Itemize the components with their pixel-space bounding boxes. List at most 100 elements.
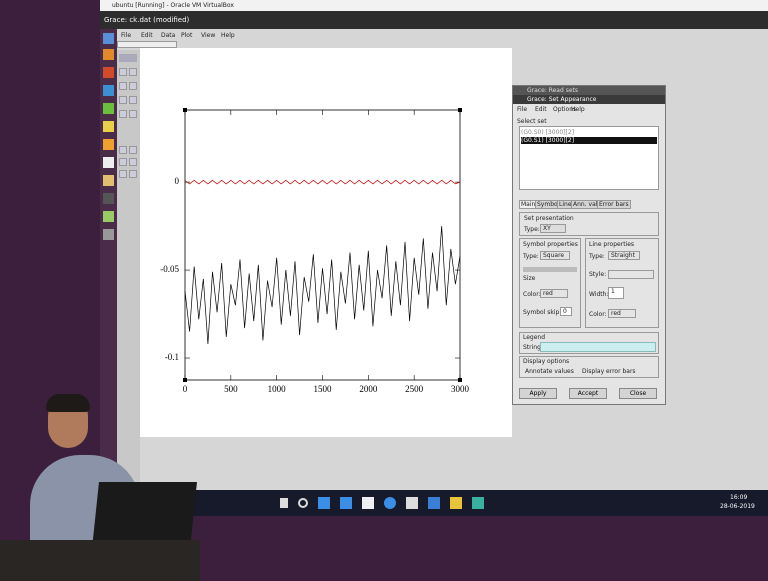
- menu-item[interactable]: View: [201, 32, 215, 39]
- group-label: Line properties: [589, 241, 634, 248]
- taskbar-icon[interactable]: [318, 497, 330, 509]
- toolbar: [117, 50, 140, 490]
- button-row: Apply Accept Close: [519, 388, 659, 400]
- launcher-icon[interactable]: [103, 49, 114, 60]
- field-label: Width:: [589, 291, 608, 298]
- button[interactable]: Apply: [519, 388, 557, 399]
- dialog-back-titlebar: Grace: Read sets: [513, 86, 665, 95]
- y-tick-label: -0.05: [160, 264, 179, 274]
- launcher-icon[interactable]: [103, 211, 114, 222]
- x-tick-label: 500: [224, 384, 238, 394]
- button[interactable]: Accept: [569, 388, 607, 399]
- tool-button[interactable]: [129, 82, 137, 90]
- checkbox[interactable]: Display error bars: [582, 368, 636, 375]
- skip-field[interactable]: 0: [560, 307, 572, 316]
- launcher-icon[interactable]: [103, 229, 114, 240]
- clock-time: 16:09: [730, 494, 747, 501]
- tool-button[interactable]: [119, 170, 127, 178]
- menu-item[interactable]: File: [517, 106, 527, 113]
- taskbar-icon[interactable]: [450, 497, 462, 509]
- legend-field[interactable]: [540, 342, 656, 352]
- width-field[interactable]: 1: [608, 287, 624, 299]
- display-group: Display options Annotate values Display …: [519, 356, 659, 378]
- taskbar-icon[interactable]: [340, 497, 352, 509]
- taskbar-icon[interactable]: [384, 497, 396, 509]
- launcher-icon[interactable]: [103, 85, 114, 96]
- menu-item[interactable]: File: [121, 32, 131, 39]
- line-color[interactable]: red: [608, 309, 636, 318]
- tool-button[interactable]: [119, 110, 127, 118]
- set-presentation-group: Set presentation Type: XY: [519, 212, 659, 236]
- person-hair: [46, 394, 90, 412]
- legend-group: Legend String:: [519, 332, 659, 354]
- size-slider[interactable]: [523, 267, 577, 272]
- plot-frame: [185, 110, 460, 380]
- tool-button[interactable]: [129, 158, 137, 166]
- menu-item[interactable]: Data: [161, 32, 175, 39]
- tool-button[interactable]: [129, 68, 137, 76]
- tool-button[interactable]: [129, 110, 137, 118]
- menu-item[interactable]: Help: [571, 106, 585, 113]
- checkbox[interactable]: Annotate values: [525, 368, 574, 375]
- tool-button[interactable]: [119, 82, 127, 90]
- group-label: Symbol properties: [523, 241, 578, 248]
- set-list[interactable]: (G0.S0) [3000][2](G0.S1) [3000][2]: [519, 126, 659, 190]
- tool-button[interactable]: [129, 146, 137, 154]
- type-select[interactable]: XY: [540, 224, 566, 233]
- x-tick-label: 0: [183, 384, 188, 394]
- launcher-icon[interactable]: [103, 121, 114, 132]
- clock-date: 28-06-2019: [720, 503, 755, 510]
- launcher-icon[interactable]: [103, 175, 114, 186]
- x-tick-label: 1500: [314, 384, 333, 394]
- launcher-icon[interactable]: [103, 139, 114, 150]
- tool-button[interactable]: [119, 158, 127, 166]
- symbol-type[interactable]: Square: [540, 251, 570, 260]
- set-item[interactable]: (G0.S1) [3000][2]: [521, 137, 657, 144]
- screen: ubuntu [Running] - Oracle VM VirtualBox …: [0, 0, 768, 581]
- menu-item[interactable]: Help: [221, 32, 235, 39]
- launcher-icon[interactable]: [103, 157, 114, 168]
- taskbar-icon[interactable]: [280, 498, 288, 508]
- plot-canvas: 0500100015002000250030000-0.05-0.1: [140, 48, 512, 437]
- app-title: Grace: ck.dat (modified): [104, 16, 189, 24]
- dialog-title: Grace: Set Appearance: [527, 96, 597, 103]
- tool-button[interactable]: [119, 54, 137, 62]
- line-type[interactable]: Straight: [608, 251, 640, 260]
- button[interactable]: Close: [619, 388, 657, 399]
- dialog-titlebar: Grace: Set Appearance: [513, 95, 665, 104]
- tool-button[interactable]: [119, 146, 127, 154]
- field-label: Type:: [524, 226, 540, 233]
- x-tick-label: 1000: [268, 384, 287, 394]
- line-group: Line properties Type: Straight Style: Wi…: [585, 238, 659, 328]
- taskbar-icon[interactable]: [428, 497, 440, 509]
- menu-item[interactable]: Plot: [181, 32, 192, 39]
- tool-button[interactable]: [129, 170, 137, 178]
- field-label: Type:: [523, 253, 539, 260]
- vbox-titlebar: ubuntu [Running] - Oracle VM VirtualBox: [100, 0, 768, 11]
- tool-button[interactable]: [119, 68, 127, 76]
- taskbar-icon[interactable]: [298, 498, 308, 508]
- menu-item[interactable]: Edit: [535, 106, 547, 113]
- select-set-label: Select set: [517, 118, 547, 125]
- launcher-icon[interactable]: [103, 193, 114, 204]
- menu-item[interactable]: Edit: [141, 32, 153, 39]
- symbol-group: Symbol properties Type: Square Size Colo…: [519, 238, 581, 328]
- taskbar-icon[interactable]: [406, 497, 418, 509]
- taskbar-icon[interactable]: [472, 497, 484, 509]
- taskbar-icon[interactable]: [362, 497, 374, 509]
- tab[interactable]: Error bars: [597, 200, 631, 209]
- y-tick-label: 0: [175, 176, 180, 186]
- launcher-icon[interactable]: [103, 67, 114, 78]
- symbol-color[interactable]: red: [540, 289, 568, 298]
- x-tick-label: 2500: [405, 384, 424, 394]
- tool-button[interactable]: [129, 96, 137, 104]
- field-label: Type:: [589, 253, 605, 260]
- menu-bar: File Edit Data Plot View Help: [121, 32, 321, 41]
- tool-button[interactable]: [119, 96, 127, 104]
- launcher-icon[interactable]: [103, 103, 114, 114]
- set-item[interactable]: (G0.S0) [3000][2]: [521, 129, 657, 136]
- launcher-icon[interactable]: [103, 33, 114, 44]
- dialog-back-title: Grace: Read sets: [527, 87, 578, 94]
- style-select[interactable]: [608, 270, 654, 279]
